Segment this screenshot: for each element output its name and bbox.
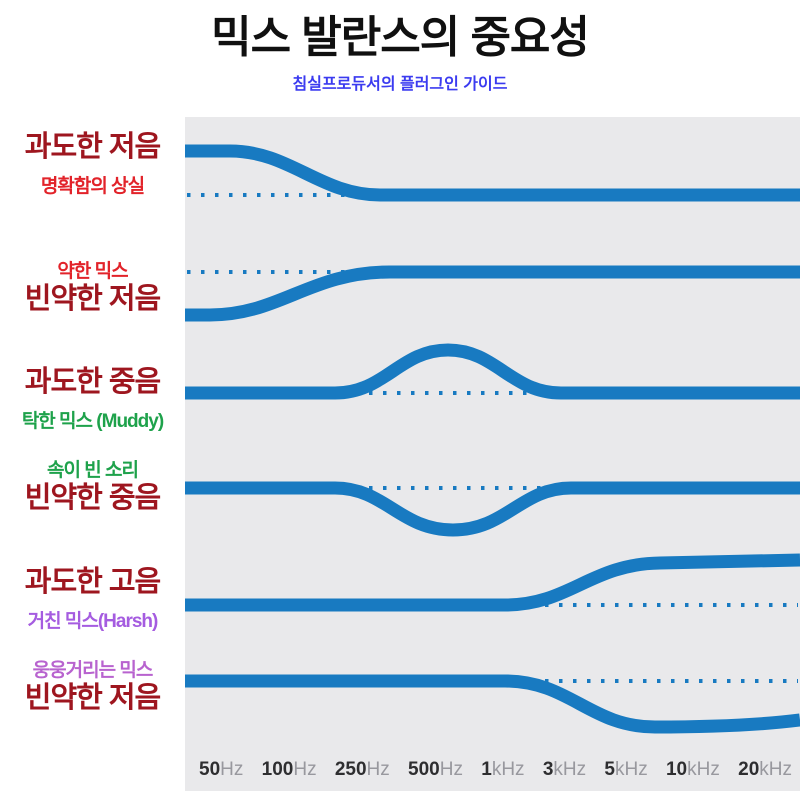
left-labels: 과도한 저음 명확함의 상실 약한 믹스 빈약한 저음 과도한 중음 탁한 믹스 (Mud… bbox=[0, 0, 185, 791]
eq-curve-weak-treble bbox=[185, 674, 800, 734]
row-label-text-main: 빈약한 중음 bbox=[24, 482, 161, 514]
axis-tick-50Hz: 50Hz bbox=[199, 759, 243, 781]
eq-curve-excess-bass bbox=[185, 144, 800, 202]
tick-unit: Hz bbox=[220, 759, 244, 780]
tick-number: 3 bbox=[542, 759, 554, 780]
row-label-text-main: 과도한 저음 bbox=[24, 131, 161, 163]
row-label-text-main: 빈약한 저음 bbox=[24, 283, 161, 315]
row-label-text-main: 과도한 고음 bbox=[24, 566, 161, 598]
curves-svg bbox=[185, 144, 800, 734]
tick-number: 20 bbox=[738, 759, 760, 780]
tick-unit: Hz bbox=[439, 759, 463, 780]
eq-curve-weak-mids bbox=[185, 481, 800, 537]
axis-tick-100Hz: 100Hz bbox=[262, 759, 317, 781]
row-label-text-main: 과도한 중음 bbox=[24, 366, 161, 398]
axis-tick-10kHz: 10kHz bbox=[666, 759, 720, 781]
tick-number: 1 bbox=[481, 759, 492, 780]
tick-unit: kHz bbox=[759, 759, 792, 780]
tick-unit: kHz bbox=[491, 759, 525, 780]
page-title: 믹스 발란스의 중요성 bbox=[211, 13, 590, 62]
tick-unit: Hz bbox=[366, 759, 390, 780]
tick-number: 500 bbox=[408, 759, 440, 780]
eq-curve-excess-treble bbox=[185, 553, 800, 612]
tick-unit: kHz bbox=[553, 759, 587, 780]
eq-curve-weak-bass bbox=[185, 265, 800, 322]
axis-tick-3kHz: 3kHz bbox=[543, 759, 586, 781]
row-label-weak-bass: 약한 믹스 빈약한 저음 bbox=[0, 260, 185, 315]
row-label-text-sub: 웅웅거리는 믹스 bbox=[32, 660, 154, 681]
row-label-weak-treble: 웅웅거리는 믹스 빈약한 저음 bbox=[0, 659, 185, 714]
tick-unit: kHz bbox=[614, 759, 648, 780]
frequency-axis: 50Hz 100Hz 250Hz 500Hz 1kHz 3kHz 5kHz 10kHz 20kH… bbox=[185, 757, 800, 791]
tick-unit: kHz bbox=[687, 759, 720, 780]
row-label-text-sub: 명확함의 상실 bbox=[40, 176, 145, 197]
header: 믹스 발란스의 중요성 침실프로듀서의 플러그인 가이드 bbox=[0, 10, 800, 94]
axis-tick-1kHz: 1kHz bbox=[481, 759, 524, 781]
tick-unit: Hz bbox=[293, 759, 317, 780]
row-label-text-sub: 속이 빈 소리 bbox=[47, 460, 139, 481]
tick-number: 250 bbox=[334, 759, 367, 780]
tick-number: 5 bbox=[604, 759, 615, 780]
row-label-weak-mids: 속이 빈 소리 빈약한 중음 bbox=[0, 459, 185, 514]
eq-curve-excess-mids bbox=[185, 343, 800, 400]
page-subtitle: 침실프로듀서의 플러그인 가이드 bbox=[292, 76, 508, 93]
axis-tick-5kHz: 5kHz bbox=[604, 759, 647, 781]
eq-chart-area: 50Hz 100Hz 250Hz 500Hz 1kHz 3kHz 5kHz 10kHz 20kH… bbox=[185, 117, 800, 791]
tick-number: 50 bbox=[199, 759, 221, 780]
row-label-text-sub: 약한 믹스 bbox=[57, 261, 128, 282]
tick-number: 10 bbox=[665, 759, 688, 780]
row-label-text-main: 빈약한 저음 bbox=[24, 682, 161, 714]
row-label-text-sub: 탁한 믹스 (Muddy) bbox=[21, 411, 164, 432]
axis-tick-20kHz: 20kHz bbox=[738, 759, 792, 781]
axis-tick-250Hz: 250Hz bbox=[335, 759, 390, 781]
tick-number: 100 bbox=[261, 759, 294, 780]
row-label-text-sub: 거친 믹스(Harsh) bbox=[27, 611, 159, 632]
axis-tick-500Hz: 500Hz bbox=[408, 759, 463, 781]
